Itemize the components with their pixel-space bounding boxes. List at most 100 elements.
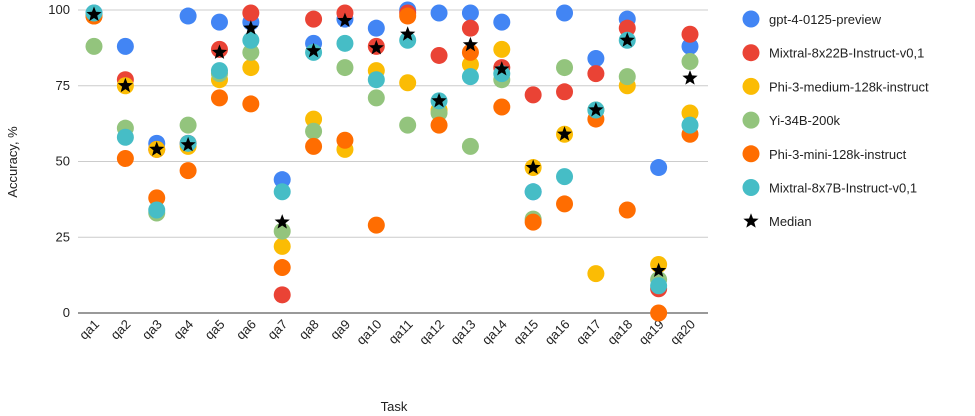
median-point xyxy=(368,39,384,55)
data-point xyxy=(273,286,291,304)
data-point xyxy=(367,19,385,37)
x-tick-label: qa14 xyxy=(479,317,510,348)
legend-item: Median xyxy=(743,213,812,229)
legend-label: Mixtral-8x22B-Instruct-v0,1 xyxy=(769,46,924,61)
median-point xyxy=(211,44,228,59)
data-point xyxy=(650,159,668,177)
series-phi-3-mini-128k-instruct xyxy=(85,7,699,322)
x-tick-label: qa9 xyxy=(327,317,353,343)
median-point xyxy=(525,159,541,175)
data-point xyxy=(430,46,448,64)
data-point xyxy=(242,59,260,77)
x-tick-label: qa10 xyxy=(353,317,384,348)
median-point xyxy=(462,36,479,52)
data-point xyxy=(273,183,291,201)
y-tick-label: 50 xyxy=(56,154,70,169)
data-point xyxy=(461,68,479,86)
series-yi-34b-200k xyxy=(85,37,699,289)
y-tick-label: 0 xyxy=(63,305,70,320)
legend-marker xyxy=(742,77,760,95)
legend-item: gpt-4-0125-preview xyxy=(742,10,882,28)
data-point xyxy=(242,4,260,22)
data-point xyxy=(273,237,291,255)
data-point xyxy=(116,128,134,146)
data-point xyxy=(430,104,448,122)
x-tick-label: qa4 xyxy=(170,317,196,343)
data-point xyxy=(618,19,636,37)
y-axis-title: Accuracy, % xyxy=(5,126,20,198)
series-phi-3-medium-128k-instruct xyxy=(85,7,699,283)
data-point xyxy=(399,74,417,92)
data-point xyxy=(681,25,699,43)
x-tick-label: qa17 xyxy=(573,317,604,348)
data-point xyxy=(618,201,636,219)
legend-label: Phi-3-mini-128k-instruct xyxy=(769,147,907,162)
data-point xyxy=(556,83,574,101)
x-tick-label: qa2 xyxy=(108,317,134,343)
legend-label: Mixtral-8x7B-Instruct-v0,1 xyxy=(769,181,917,196)
legend-marker xyxy=(742,111,760,129)
data-point xyxy=(493,40,511,58)
data-point xyxy=(367,89,385,107)
data-point xyxy=(336,34,354,52)
median-point xyxy=(651,262,667,278)
x-axis-title: Task xyxy=(381,399,408,414)
data-point xyxy=(556,4,574,22)
data-point xyxy=(681,53,699,71)
x-tick-label: qa19 xyxy=(636,317,667,348)
median-point xyxy=(86,6,102,22)
data-point xyxy=(242,43,260,61)
data-point xyxy=(681,37,699,55)
data-point xyxy=(556,168,574,186)
data-point xyxy=(305,110,323,128)
x-axis-ticks: qa1 qa2 qa3 qa4 qa5 qa6 qa7 qa8 qa9 qa10 qa11 qa12 q… xyxy=(76,317,698,348)
median-point xyxy=(149,141,165,156)
x-tick-label: qa1 xyxy=(76,317,102,343)
data-point xyxy=(430,4,448,22)
x-tick-label: qa20 xyxy=(667,317,698,348)
data-point xyxy=(461,19,479,37)
data-point xyxy=(524,183,542,201)
data-point xyxy=(399,7,417,25)
data-point xyxy=(681,116,699,134)
legend-marker xyxy=(742,10,760,28)
data-point xyxy=(461,137,479,155)
legend-item: Mixtral-8x7B-Instruct-v0,1 xyxy=(742,179,917,196)
gridlines xyxy=(78,9,708,314)
x-tick-label: qa15 xyxy=(510,317,541,348)
legend-item: Yi-34B-200k xyxy=(742,111,841,129)
data-point xyxy=(681,104,699,122)
legend-marker xyxy=(742,179,760,196)
data-point xyxy=(179,116,197,134)
legend-label: gpt-4-0125-preview xyxy=(769,12,882,27)
x-tick-label: qa16 xyxy=(542,317,573,348)
median-point xyxy=(274,214,290,229)
data-point xyxy=(336,131,354,149)
median-point xyxy=(243,20,259,35)
median-point xyxy=(431,92,447,108)
median-point xyxy=(400,26,416,41)
data-point xyxy=(336,59,354,77)
y-tick-label: 100 xyxy=(48,2,70,17)
y-tick-label: 25 xyxy=(56,229,70,244)
x-tick-label: qa18 xyxy=(604,317,635,348)
y-axis-ticks: 0 25 50 75 100 xyxy=(48,2,70,320)
data-point xyxy=(650,304,668,322)
data-point xyxy=(461,56,479,74)
median-point xyxy=(494,61,510,76)
data-point xyxy=(524,86,542,104)
legend-marker xyxy=(742,44,760,62)
legend-label: Median xyxy=(769,214,812,229)
data-point xyxy=(524,213,542,231)
data-point xyxy=(179,7,197,25)
median-point xyxy=(588,101,604,117)
data-point xyxy=(148,201,166,219)
median-point xyxy=(556,126,573,141)
data-point xyxy=(242,95,260,113)
data-point xyxy=(367,71,385,89)
x-tick-label: qa3 xyxy=(139,317,165,343)
legend: gpt-4-0125-preview Mixtral-8x22B-Instruct… xyxy=(742,10,929,229)
data-point xyxy=(650,277,668,295)
x-tick-label: qa8 xyxy=(296,317,322,343)
